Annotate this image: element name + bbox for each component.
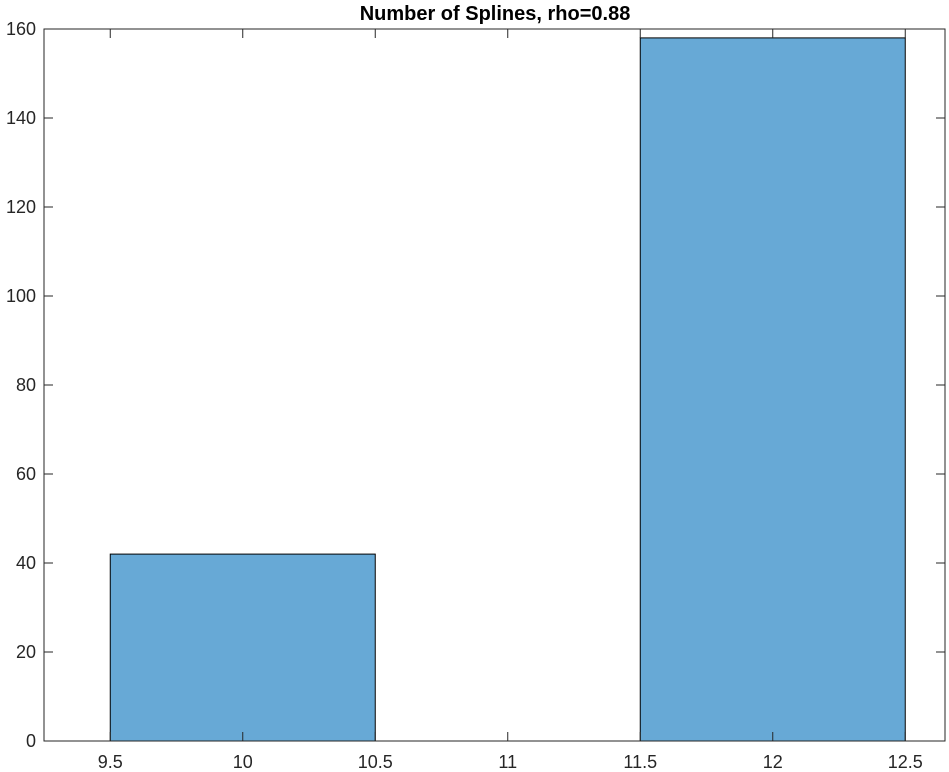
axes-box — [43, 28, 946, 742]
y-tick-label: 160 — [6, 19, 36, 39]
x-tick-label: 10 — [233, 752, 253, 772]
x-tick-label: 11 — [498, 752, 517, 772]
histogram-bar-0 — [109, 553, 376, 742]
y-tick-label: 140 — [6, 108, 36, 128]
x-tick-label: 12 — [763, 752, 783, 772]
y-tick-label: 20 — [16, 642, 36, 662]
x-tick-label: 10.5 — [358, 752, 393, 772]
x-tick-label: 9.5 — [98, 752, 123, 772]
y-tick-label: 0 — [26, 731, 36, 751]
y-tick-label: 120 — [6, 197, 36, 217]
x-tick-label: 11.5 — [623, 752, 657, 772]
histogram-bar-2 — [639, 37, 906, 742]
bars-group — [109, 37, 906, 742]
ticks-group: 9.5 10 10.5 11 11.5 12 12.5 0 20 40 60 80 100 120 140 1… — [6, 19, 945, 772]
y-tick-label: 40 — [16, 553, 36, 573]
x-tick-label: 12.5 — [888, 752, 923, 772]
y-tick-label: 100 — [6, 286, 36, 306]
y-tick-label: 80 — [16, 375, 36, 395]
chart-title: Number of Splines, rho=0.88 — [360, 3, 631, 25]
y-tick-label: 60 — [16, 464, 36, 484]
